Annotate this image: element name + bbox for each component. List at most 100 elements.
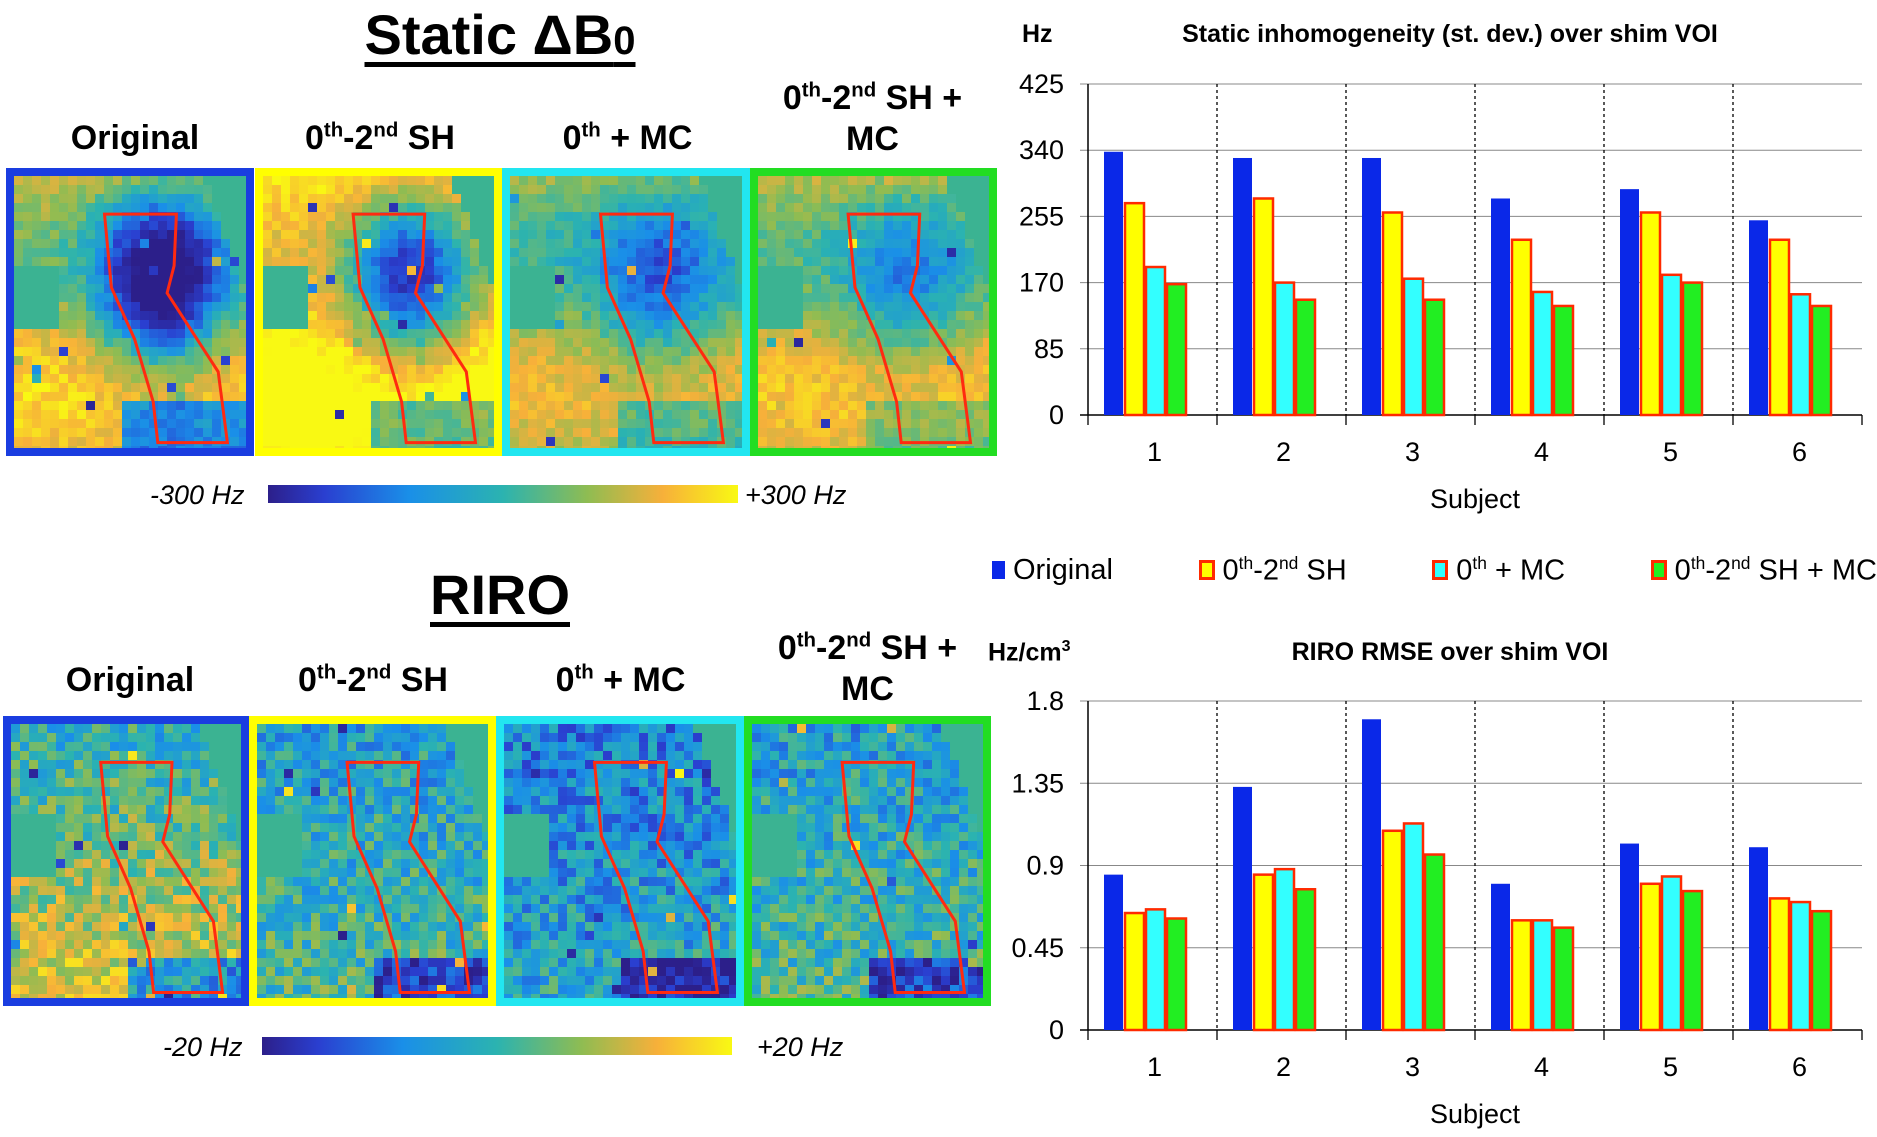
map-pixel: [612, 733, 621, 742]
map-pixel: [68, 401, 77, 410]
map-pixel: [621, 859, 630, 868]
map-pixel: [164, 940, 173, 949]
map-pixel: [383, 751, 392, 760]
map-pixel: [938, 239, 947, 248]
map-pixel: [182, 976, 191, 985]
map-pixel: [95, 365, 104, 374]
map-pixel: [558, 895, 567, 904]
map-pixel: [564, 248, 573, 257]
map-pixel: [209, 940, 218, 949]
map-pixel: [398, 176, 407, 185]
map-pixel: [383, 949, 392, 958]
map-pixel: [50, 446, 59, 448]
map-pixel: [537, 365, 546, 374]
map-pixel: [821, 401, 830, 410]
map-pixel: [794, 329, 803, 338]
map-pixel: [594, 823, 603, 832]
map-pixel: [452, 248, 461, 257]
map-pixel: [618, 221, 627, 230]
map-pixel: [609, 446, 618, 448]
map-pixel: [119, 985, 128, 994]
map-pixel: [519, 428, 528, 437]
map-pixel: [365, 787, 374, 796]
map-pixel: [110, 895, 119, 904]
map-pixel: [257, 886, 266, 895]
map-pixel: [443, 194, 452, 203]
map-pixel: [221, 302, 230, 311]
map-pixel: [726, 374, 735, 383]
map-pixel: [482, 832, 488, 841]
map-pixel: [585, 877, 594, 886]
map-pixel: [666, 823, 675, 832]
map-pixel: [585, 841, 594, 850]
map-pixel: [407, 176, 416, 185]
map-pixel: [158, 176, 167, 185]
map-pixel: [603, 814, 612, 823]
map-pixel: [464, 949, 473, 958]
map-pixel: [455, 814, 464, 823]
map-pixel: [299, 176, 308, 185]
map-pixel: [56, 814, 65, 823]
map-pixel: [681, 446, 690, 448]
map-pixel: [371, 185, 380, 194]
map-pixel: [812, 437, 821, 446]
map-pixel: [407, 347, 416, 356]
map-pixel: [555, 410, 564, 419]
map-pixel: [83, 931, 92, 940]
map-pixel: [119, 823, 128, 832]
map-pixel: [531, 922, 540, 931]
map-pixel: [627, 266, 636, 275]
map-pixel: [185, 293, 194, 302]
map-pixel: [558, 796, 567, 805]
map-pixel: [302, 958, 311, 967]
map-pixel: [191, 922, 200, 931]
map-pixel: [830, 275, 839, 284]
map-pixel: [479, 428, 488, 437]
map-pixel: [776, 338, 785, 347]
map-pixel: [326, 185, 335, 194]
map-pixel: [537, 437, 546, 446]
map-pixel: [470, 320, 479, 329]
map-pixel: [812, 266, 821, 275]
map-pixel: [29, 940, 38, 949]
map-pixel: [546, 428, 555, 437]
map-pixel: [540, 913, 549, 922]
map-pixel: [717, 347, 726, 356]
map-pixel: [272, 221, 281, 230]
map-pixel: [681, 293, 690, 302]
map-pixel: [735, 338, 742, 347]
map-pixel: [639, 832, 648, 841]
map-pixel: [585, 760, 594, 769]
map-pixel: [371, 428, 380, 437]
map-pixel: [591, 329, 600, 338]
map-pixel: [380, 266, 389, 275]
map-pixel: [911, 275, 920, 284]
map-pixel: [519, 356, 528, 365]
map-pixel: [812, 320, 821, 329]
map-pixel: [455, 823, 464, 832]
map-pixel: [419, 832, 428, 841]
map-pixel: [830, 437, 839, 446]
map-pixel: [479, 266, 488, 275]
map-pixel: [146, 940, 155, 949]
map-pixel: [236, 985, 241, 994]
map-pixel: [618, 239, 627, 248]
map-pixel: [875, 419, 884, 428]
map-pixel: [558, 823, 567, 832]
map-pixel: [609, 212, 618, 221]
map-pixel: [347, 985, 356, 994]
map-pixel: [119, 877, 128, 886]
map-pixel: [20, 769, 29, 778]
field-map-image: [14, 176, 246, 448]
map-pixel: [128, 967, 137, 976]
map-pixel: [812, 293, 821, 302]
map-pixel: [23, 329, 32, 338]
map-pixel: [830, 392, 839, 401]
map-pixel: [398, 212, 407, 221]
map-pixel: [839, 347, 848, 356]
map-pixel: [353, 329, 362, 338]
map-pixel: [185, 374, 194, 383]
map-pixel: [122, 176, 131, 185]
map-pixel: [488, 347, 494, 356]
map-pixel: [567, 913, 576, 922]
